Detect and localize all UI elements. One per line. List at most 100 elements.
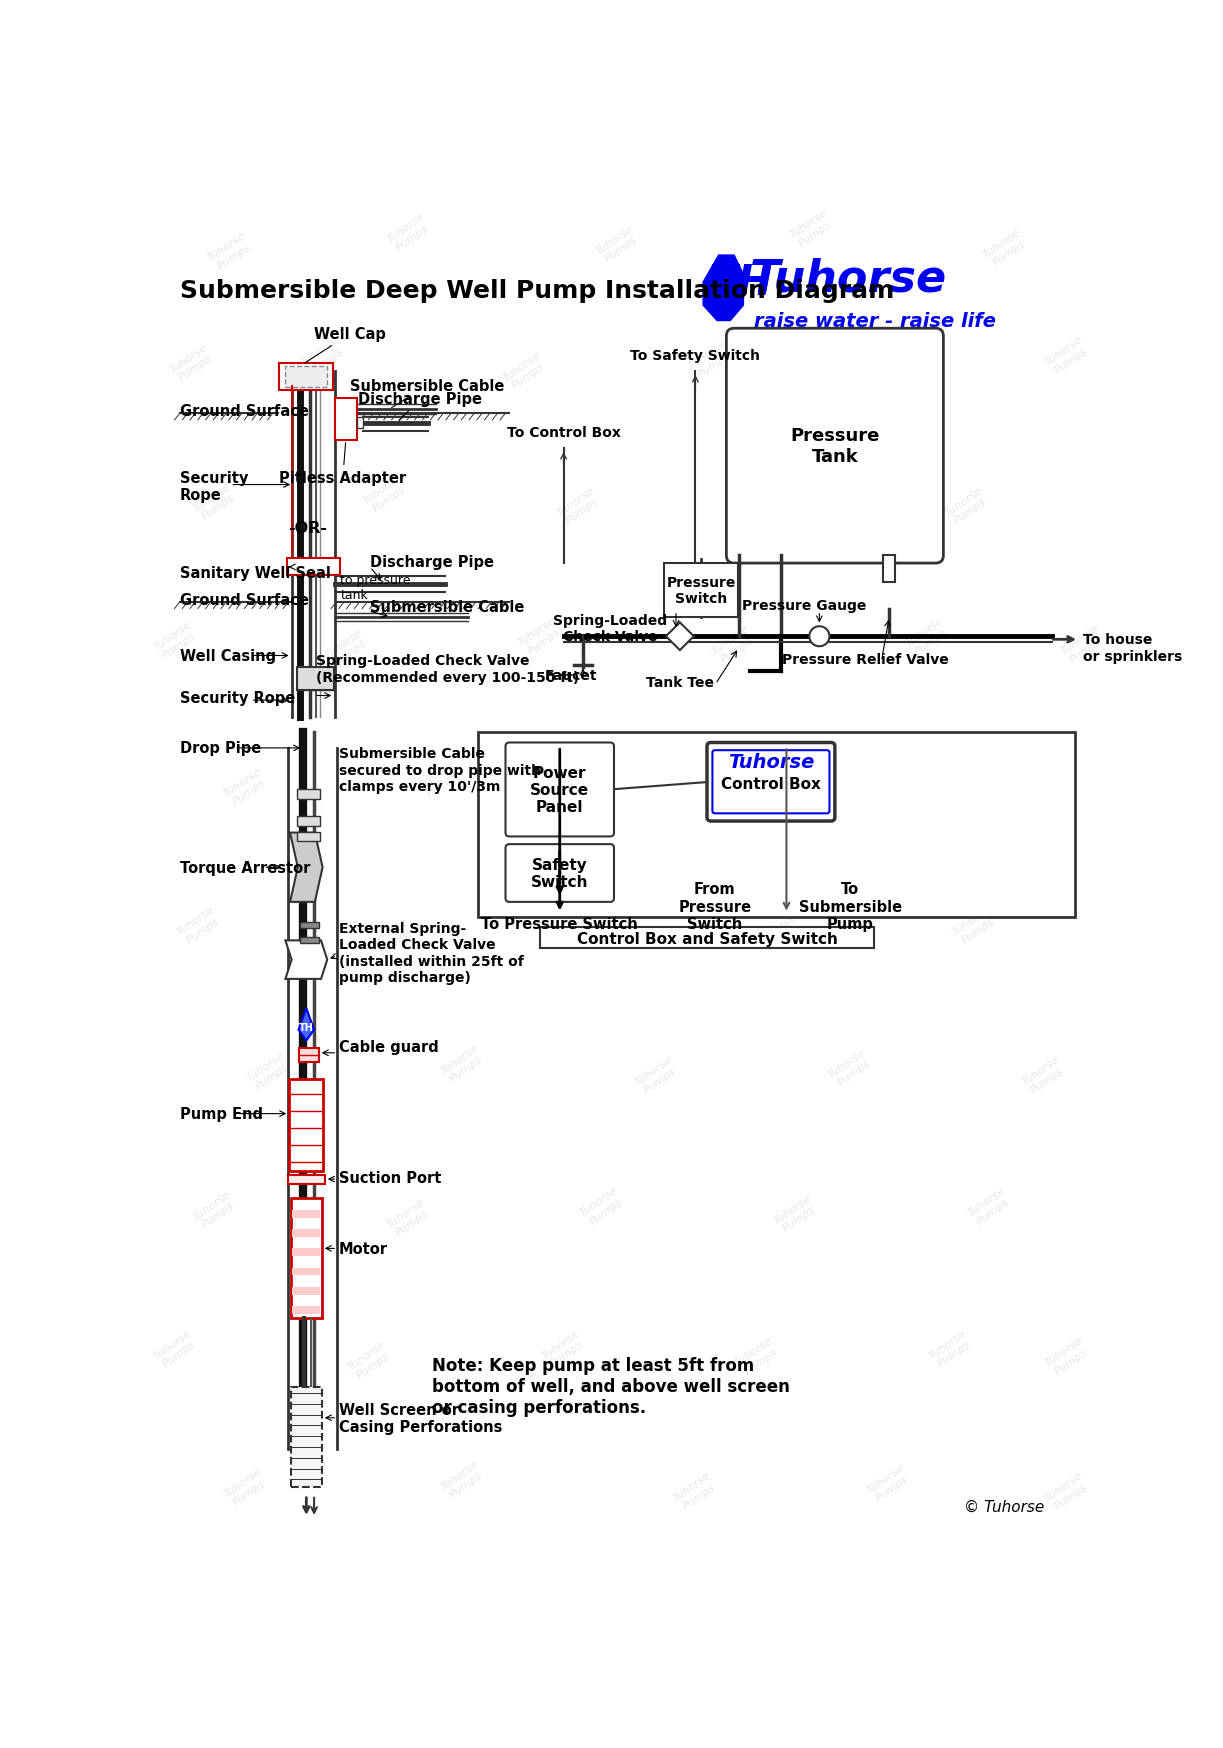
Text: Submersible Cable: Submersible Cable xyxy=(369,600,525,615)
Text: Tuhorse
Pumps: Tuhorse Pumps xyxy=(1043,1470,1091,1512)
Text: Tuhorse
Pumps: Tuhorse Pumps xyxy=(1020,1054,1068,1096)
Text: Safety
Switch: Safety Switch xyxy=(531,857,588,890)
Text: Submersible Deep Well Pump Installation Diagram: Submersible Deep Well Pump Installation … xyxy=(180,280,894,302)
Text: Security
Rope: Security Rope xyxy=(180,470,248,503)
Text: Tuhorse
Pumps: Tuhorse Pumps xyxy=(788,208,835,250)
Text: Tuhorse
Pumps: Tuhorse Pumps xyxy=(361,474,410,516)
Text: Tuhorse
Pumps: Tuhorse Pumps xyxy=(609,769,658,813)
Bar xyxy=(357,418,363,428)
Text: Control Box and Safety Switch: Control Box and Safety Switch xyxy=(576,932,838,946)
Bar xyxy=(298,1049,319,1063)
Text: Tuhorse
Pumps: Tuhorse Pumps xyxy=(539,1327,588,1370)
Polygon shape xyxy=(703,255,744,322)
Bar xyxy=(279,364,334,390)
Text: Pressure Gauge: Pressure Gauge xyxy=(741,600,866,614)
Text: Ground Surface: Ground Surface xyxy=(180,593,309,608)
Text: Drop Pipe: Drop Pipe xyxy=(180,741,262,755)
Text: TH: TH xyxy=(298,1023,314,1033)
Text: Pressure
Tank: Pressure Tank xyxy=(790,427,879,465)
Text: Tuhorse
Pumps: Tuhorse Pumps xyxy=(632,1054,681,1096)
Text: Discharge Pipe: Discharge Pipe xyxy=(358,392,482,421)
Text: Tuhorse
Pumps: Tuhorse Pumps xyxy=(671,1470,719,1512)
Text: Tuhorse
Pumps: Tuhorse Pumps xyxy=(772,1192,821,1236)
Text: Tuhorse
Pumps: Tuhorse Pumps xyxy=(384,212,433,253)
Text: Tuhorse
Pumps: Tuhorse Pumps xyxy=(950,904,998,947)
Text: Tuhorse
Pumps: Tuhorse Pumps xyxy=(191,1189,238,1232)
Text: © Tuhorse: © Tuhorse xyxy=(964,1500,1044,1514)
Circle shape xyxy=(810,628,829,647)
Text: Tuhorse
Pumps: Tuhorse Pumps xyxy=(152,619,201,662)
Text: To Safety Switch: To Safety Switch xyxy=(630,350,761,364)
Text: Tuhorse
Pumps: Tuhorse Pumps xyxy=(981,227,1030,269)
Text: To Control Box: To Control Box xyxy=(506,427,620,440)
Text: raise water - raise life: raise water - raise life xyxy=(753,311,996,330)
FancyBboxPatch shape xyxy=(713,750,829,815)
Text: Tuhorse
Pumps: Tuhorse Pumps xyxy=(865,1461,914,1505)
FancyBboxPatch shape xyxy=(505,743,614,837)
Bar xyxy=(335,399,357,440)
Text: Tuhorse
Pumps: Tuhorse Pumps xyxy=(578,1185,626,1227)
Text: TH: TH xyxy=(709,262,773,304)
Bar xyxy=(292,1210,320,1218)
Text: Tuhorse
Pumps: Tuhorse Pumps xyxy=(943,484,991,528)
Text: To Pressure Switch: To Pressure Switch xyxy=(482,916,638,932)
Text: Tuhorse
Pumps: Tuhorse Pumps xyxy=(594,224,642,266)
Text: Pump End: Pump End xyxy=(180,1106,263,1122)
Bar xyxy=(478,732,1075,918)
Text: Tuhorse
Pumps: Tuhorse Pumps xyxy=(757,912,805,954)
Text: Tuhorse
Pumps: Tuhorse Pumps xyxy=(981,769,1030,813)
Text: Tuhorse
Pumps: Tuhorse Pumps xyxy=(827,1047,874,1089)
Text: Sanitary Well Seal: Sanitary Well Seal xyxy=(180,566,331,580)
Bar xyxy=(883,556,895,584)
Text: Discharge Pipe: Discharge Pipe xyxy=(369,554,494,570)
Bar xyxy=(291,1388,322,1488)
Text: Tuhorse
Pumps: Tuhorse Pumps xyxy=(966,1185,1014,1227)
Text: Torque Arrestor: Torque Arrestor xyxy=(180,860,311,876)
Text: Tank Tee: Tank Tee xyxy=(646,676,714,690)
Text: Tuhorse
Pumps: Tuhorse Pumps xyxy=(687,339,735,381)
FancyBboxPatch shape xyxy=(505,844,614,902)
Text: Tuhorse
Pumps: Tuhorse Pumps xyxy=(175,904,224,947)
Text: Tuhorse
Pumps: Tuhorse Pumps xyxy=(416,759,464,801)
Text: Tuhorse
Pumps: Tuhorse Pumps xyxy=(516,615,565,659)
Text: Pressure
Switch: Pressure Switch xyxy=(667,575,736,607)
Text: Tuhorse
Pumps: Tuhorse Pumps xyxy=(369,916,417,958)
Text: Tuhorse
Pumps: Tuhorse Pumps xyxy=(323,628,371,669)
Text: Tuhorse
Pumps: Tuhorse Pumps xyxy=(300,334,347,378)
Text: -OR-: -OR- xyxy=(289,521,328,537)
Text: Tuhorse
Pumps: Tuhorse Pumps xyxy=(904,615,951,659)
Text: Submersible Cable: Submersible Cable xyxy=(351,379,505,409)
Text: Tuhorse
Pumps: Tuhorse Pumps xyxy=(346,1339,394,1381)
Bar xyxy=(292,1267,320,1276)
Bar xyxy=(287,558,340,575)
Text: External Spring-
Loaded Check Valve
(installed within 25ft of
pump discharge): External Spring- Loaded Check Valve (ins… xyxy=(339,921,523,984)
Text: Tuhorse
Pumps: Tuhorse Pumps xyxy=(748,477,797,519)
Polygon shape xyxy=(667,622,693,650)
Text: Tuhorse: Tuhorse xyxy=(750,257,947,301)
Bar xyxy=(297,668,334,690)
Bar xyxy=(541,926,873,949)
Text: Tuhorse
Pumps: Tuhorse Pumps xyxy=(1043,1335,1091,1377)
Bar xyxy=(664,565,737,617)
Text: Spring-Loaded
Check Valve: Spring-Loaded Check Valve xyxy=(553,614,668,643)
Bar xyxy=(300,923,319,928)
Text: Suction Port: Suction Port xyxy=(339,1171,442,1185)
Bar xyxy=(297,816,320,827)
Text: Pitless Adapter: Pitless Adapter xyxy=(279,444,406,486)
Text: Tuhorse
Pumps: Tuhorse Pumps xyxy=(500,350,549,393)
Bar xyxy=(292,1306,320,1314)
Polygon shape xyxy=(285,940,328,979)
FancyBboxPatch shape xyxy=(726,329,943,565)
Text: Note: Keep pump at least 5ft from
bottom of well, and above well screen
or casin: Note: Keep pump at least 5ft from bottom… xyxy=(432,1356,790,1416)
Bar xyxy=(297,832,320,841)
Text: Tuhorse
Pumps: Tuhorse Pumps xyxy=(1059,624,1107,666)
Text: Motor: Motor xyxy=(339,1241,388,1257)
Text: Tuhorse
Pumps: Tuhorse Pumps xyxy=(881,346,928,388)
Text: Tuhorse
Pumps: Tuhorse Pumps xyxy=(191,481,238,524)
Text: Tuhorse
Pumps: Tuhorse Pumps xyxy=(245,1051,294,1092)
Text: Well Screen or
Casing Perforations: Well Screen or Casing Perforations xyxy=(339,1402,503,1433)
Bar xyxy=(290,1079,323,1171)
Text: Tuhorse
Pumps: Tuhorse Pumps xyxy=(1043,334,1091,378)
Text: Ground Surface: Ground Surface xyxy=(180,404,309,420)
Text: Spring-Loaded Check Valve
(Recommended every 100-150 ft): Spring-Loaded Check Valve (Recommended e… xyxy=(316,654,578,683)
